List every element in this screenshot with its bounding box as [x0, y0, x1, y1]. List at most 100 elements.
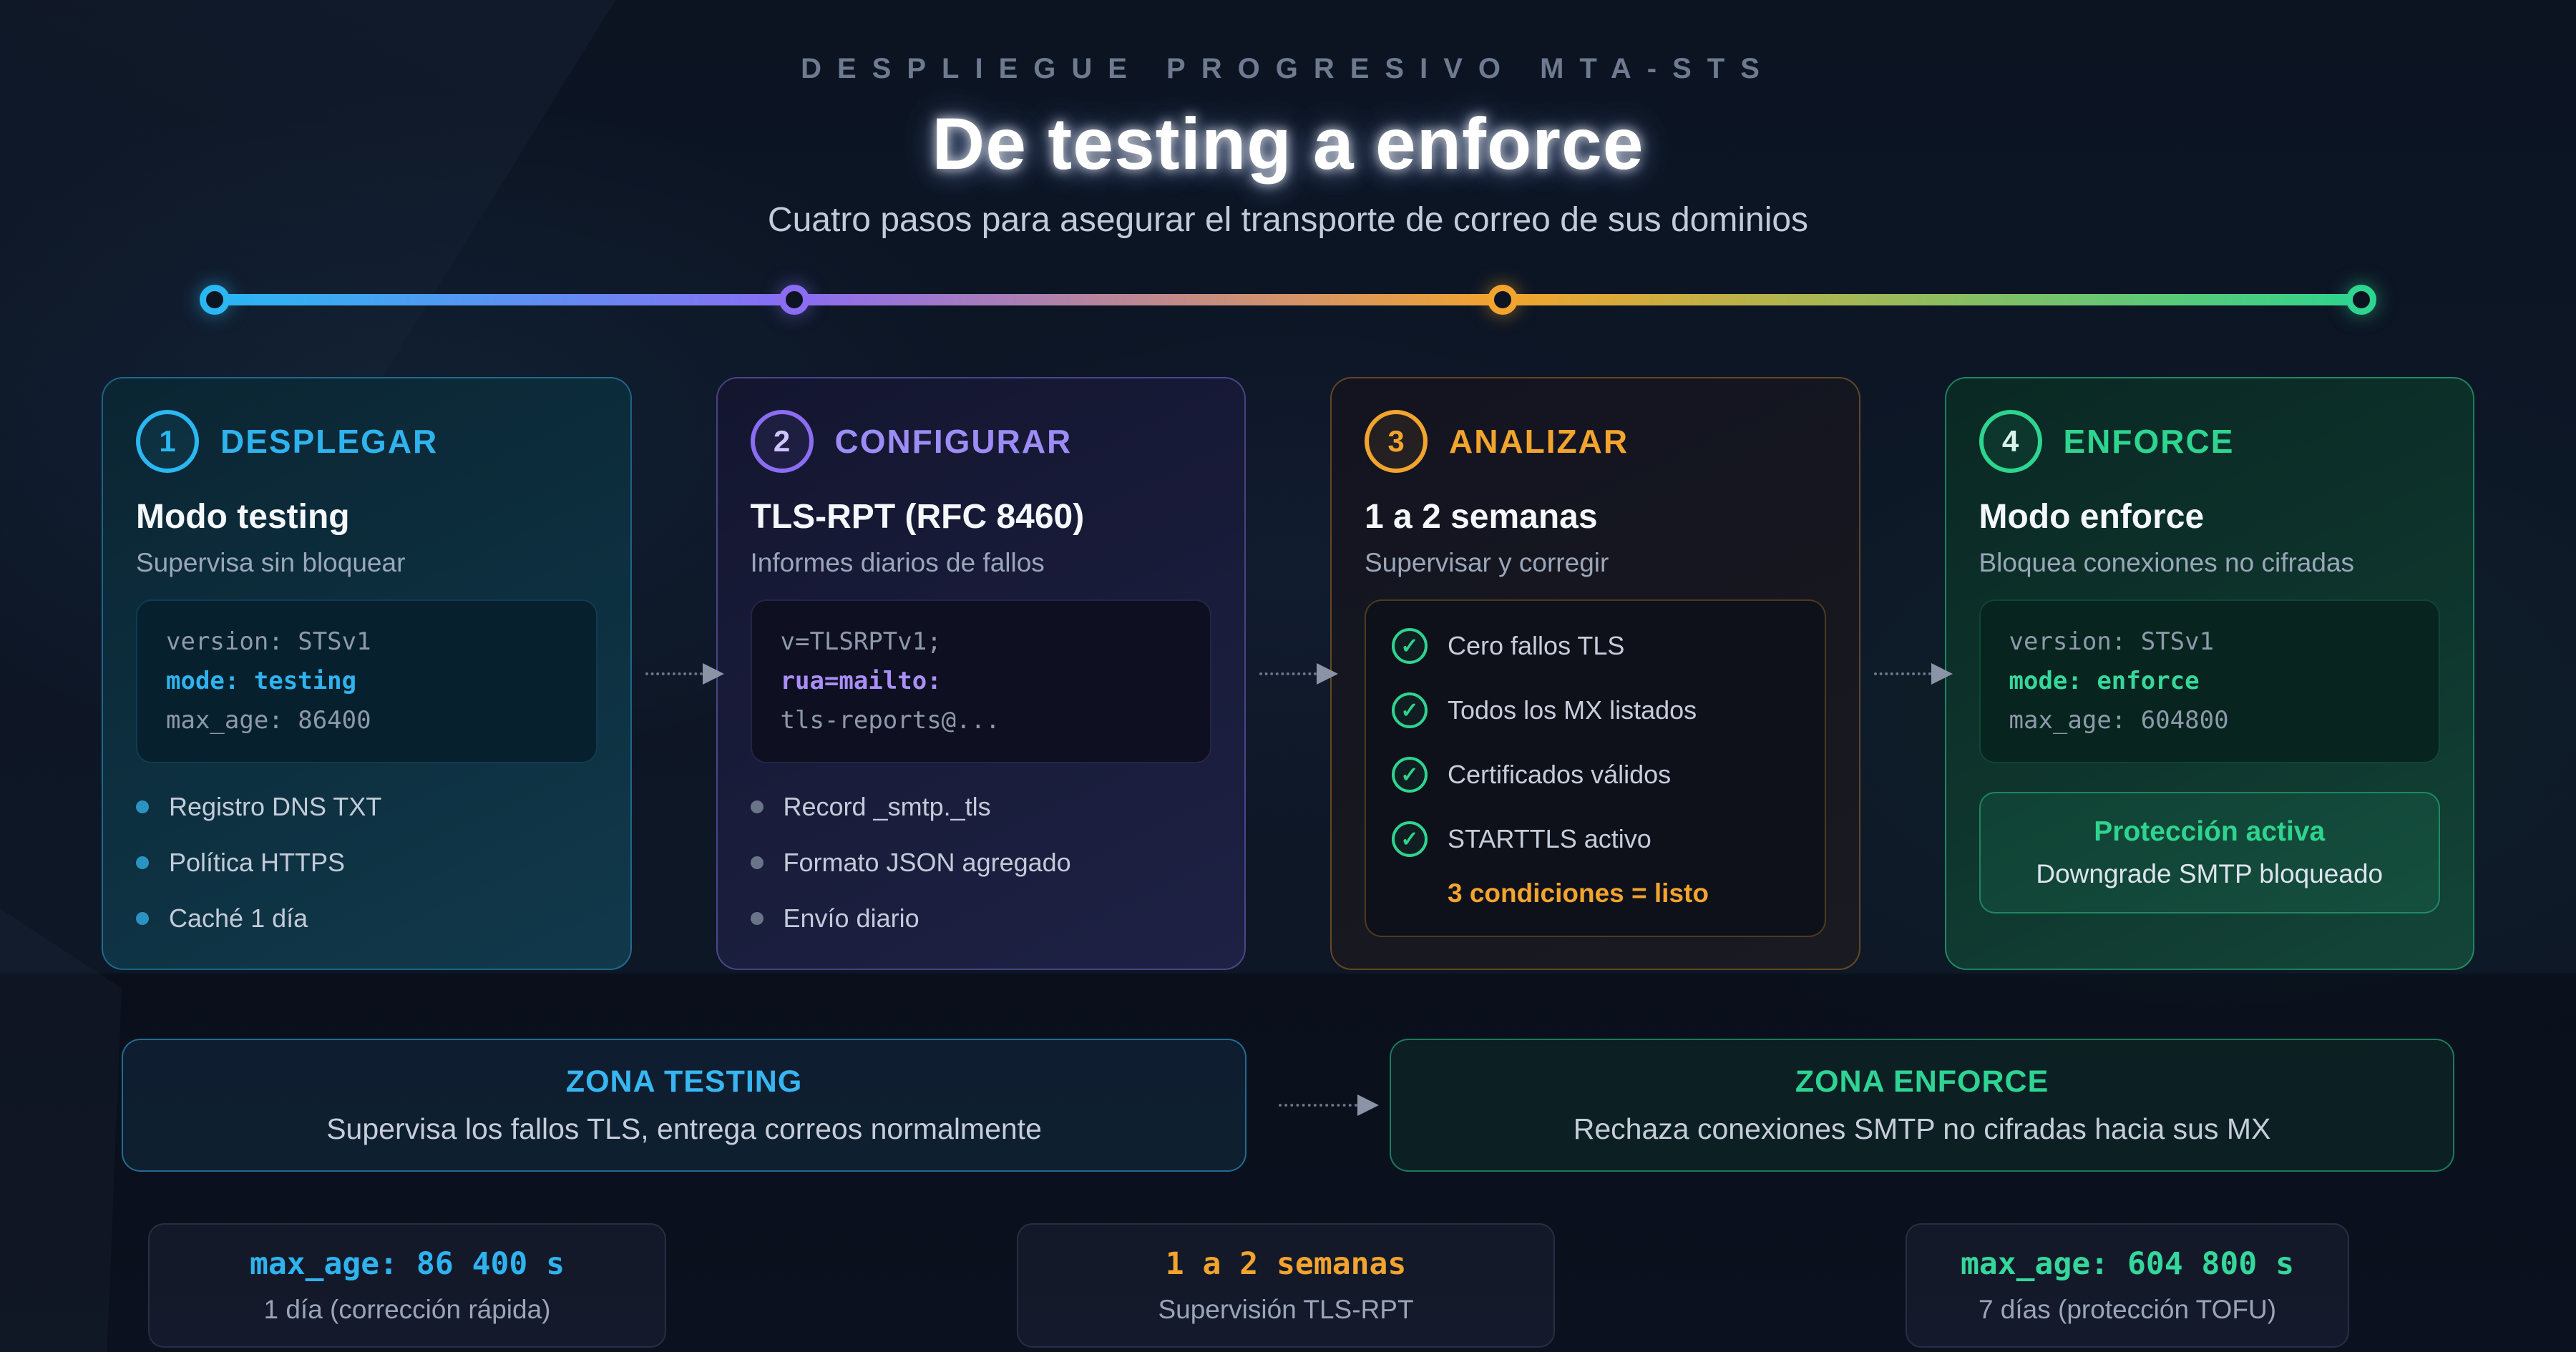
list-item-label: Política HTTPS — [169, 848, 346, 878]
step-label: CONFIGURAR — [834, 423, 1073, 460]
bullet-dot-icon — [136, 856, 149, 870]
flow-arrow-container — [1860, 377, 1953, 970]
checklist-item: ✓ Cero fallos TLS — [1392, 628, 1799, 664]
step-number-badge: 2 — [750, 410, 814, 473]
stat-pill-maxage-testing: max_age: 86 400 s 1 día (corrección rápi… — [148, 1223, 666, 1348]
step-number-badge: 4 — [1979, 410, 2042, 473]
step-subtitle: Bloquea conexiones no cifradas — [1979, 548, 2355, 577]
bullet-dot-icon — [750, 912, 763, 926]
stat-value: max_age: 86 400 s — [249, 1246, 565, 1282]
list-item: Envío diario — [750, 903, 1212, 934]
bullet-dot-icon — [136, 800, 149, 814]
stat-label: Supervisión TLS-RPT — [1158, 1295, 1414, 1324]
checklist-item-label: STARTTLS activo — [1448, 824, 1652, 853]
policy-code-block: version: STSv1 mode: enforce max_age: 60… — [1979, 599, 2440, 764]
list-item-label: Registro DNS TXT — [169, 792, 382, 822]
step-bullet-list: Record _smtp._tls Formato JSON agregado … — [750, 792, 1212, 934]
protection-badge-title: Protección activa — [2094, 816, 2326, 848]
step-title: Modo enforce — [1979, 498, 2205, 536]
list-item-label: Formato JSON agregado — [783, 848, 1071, 878]
zones-row: ZONA TESTING Supervisa los fallos TLS, e… — [122, 1039, 2454, 1172]
arrow-right-icon — [645, 662, 724, 685]
arrow-right-icon — [1259, 662, 1338, 685]
timeline-track — [215, 294, 2361, 305]
checklist-item: ✓ Todos los MX listados — [1392, 692, 1799, 728]
step-header: 2 CONFIGURAR — [750, 410, 1212, 473]
check-circle-icon: ✓ — [1392, 821, 1428, 857]
code-line: version: STSv1 — [2009, 627, 2215, 656]
zone-subtitle: Supervisa los fallos TLS, entrega correo… — [326, 1112, 1042, 1145]
list-item: Formato JSON agregado — [750, 848, 1212, 878]
step-number-badge: 1 — [136, 410, 199, 473]
code-line-highlight: mode: testing — [166, 667, 357, 696]
step-card-desplegar: 1 DESPLEGAR Modo testing Supervisa sin b… — [102, 377, 632, 970]
checklist-summary: 3 condiciones = listo — [1448, 878, 1709, 908]
step-header: 3 ANALIZAR — [1365, 410, 1826, 473]
step-bullet-list: Registro DNS TXT Política HTTPS Caché 1 … — [136, 792, 597, 934]
checklist-item-label: Cero fallos TLS — [1448, 631, 1625, 660]
zone-subtitle: Rechaza conexiones SMTP no cifradas haci… — [1573, 1112, 2271, 1145]
list-item: Caché 1 día — [136, 903, 597, 934]
page-title: De testing a enforce — [932, 103, 1644, 185]
step-label: ENFORCE — [2063, 423, 2235, 460]
timeline-dot-1 — [200, 285, 230, 315]
checklist-item-label: Todos los MX listados — [1448, 695, 1697, 725]
list-item: Record _smtp._tls — [750, 792, 1212, 822]
page-subtitle: Cuatro pasos para asegurar el transporte… — [767, 201, 1809, 239]
check-circle-icon: ✓ — [1392, 628, 1428, 664]
stat-label: 1 día (corrección rápida) — [263, 1295, 551, 1324]
step-title: 1 a 2 semanas — [1365, 498, 1598, 536]
step-subtitle: Supervisar y corregir — [1365, 548, 1609, 577]
protection-badge-subtitle: Downgrade SMTP bloqueado — [2036, 859, 2384, 889]
flow-arrow-container — [1246, 377, 1338, 970]
code-line: max_age: 86400 — [166, 706, 371, 735]
step-label: ANALIZAR — [1449, 423, 1629, 460]
stat-value: 1 a 2 semanas — [1165, 1246, 1407, 1282]
step-header: 1 DESPLEGAR — [136, 410, 597, 473]
code-line: v=TLSRPTv1; — [780, 627, 942, 656]
arrow-right-icon — [1279, 1094, 1380, 1116]
page-header: DESPLIEGUE PROGRESIVO MTA-STS De testing… — [0, 0, 2576, 240]
bullet-dot-icon — [750, 856, 763, 870]
code-line-highlight: mode: enforce — [2009, 667, 2200, 696]
step-card-enforce: 4 ENFORCE Modo enforce Bloquea conexione… — [1944, 377, 2474, 970]
step-number-badge: 3 — [1365, 410, 1428, 473]
timeline-dot-3 — [1488, 285, 1518, 315]
flow-arrow-container — [632, 377, 724, 970]
readiness-checklist: ✓ Cero fallos TLS ✓ Todos los MX listado… — [1365, 599, 1826, 937]
zone-title: ZONA TESTING — [565, 1064, 803, 1099]
bullet-dot-icon — [750, 800, 763, 814]
timeline-dot-4 — [2346, 285, 2376, 315]
code-line-highlight: rua=mailto: — [780, 667, 942, 696]
list-item: Política HTTPS — [136, 848, 597, 878]
zone-testing-panel: ZONA TESTING Supervisa los fallos TLS, e… — [122, 1039, 1247, 1172]
stats-row: max_age: 86 400 s 1 día (corrección rápi… — [148, 1223, 2349, 1348]
stat-label: 7 días (protección TOFU) — [1978, 1295, 2277, 1324]
step-title: Modo testing — [136, 498, 350, 536]
checklist-item: ✓ Certificados válidos — [1392, 757, 1799, 793]
list-item-label: Caché 1 día — [169, 903, 308, 934]
eyebrow-label: DESPLIEGUE PROGRESIVO MTA-STS — [801, 53, 1775, 84]
code-line: tls-reports@... — [780, 706, 1000, 735]
code-line: version: STSv1 — [166, 627, 371, 656]
list-item-label: Envío diario — [783, 903, 919, 934]
stat-pill-maxage-enforce: max_age: 604 800 s 7 días (protección TO… — [1906, 1223, 2349, 1348]
bullet-dot-icon — [136, 912, 149, 926]
policy-code-block: v=TLSRPTv1; rua=mailto: tls-reports@... — [750, 599, 1211, 764]
zone-title: ZONA ENFORCE — [1795, 1064, 2049, 1099]
stat-pill-duration: 1 a 2 semanas Supervisión TLS-RPT — [1017, 1223, 1555, 1348]
checklist-item: ✓ STARTTLS activo — [1392, 821, 1799, 857]
list-item-label: Record _smtp._tls — [783, 792, 991, 822]
timeline-dot-2 — [779, 285, 809, 315]
zone-enforce-panel: ZONA ENFORCE Rechaza conexiones SMTP no … — [1390, 1039, 2454, 1172]
flow-arrow-container — [1246, 1094, 1390, 1116]
progress-timeline — [200, 284, 2376, 315]
step-header: 4 ENFORCE — [1979, 410, 2441, 473]
stat-value: max_age: 604 800 s — [1961, 1246, 2294, 1282]
step-card-analizar: 3 ANALIZAR 1 a 2 semanas Supervisar y co… — [1330, 377, 1860, 970]
arrow-right-icon — [1873, 662, 1953, 685]
code-line: max_age: 604800 — [2009, 706, 2229, 735]
check-circle-icon: ✓ — [1392, 692, 1428, 728]
list-item: Registro DNS TXT — [136, 792, 597, 822]
